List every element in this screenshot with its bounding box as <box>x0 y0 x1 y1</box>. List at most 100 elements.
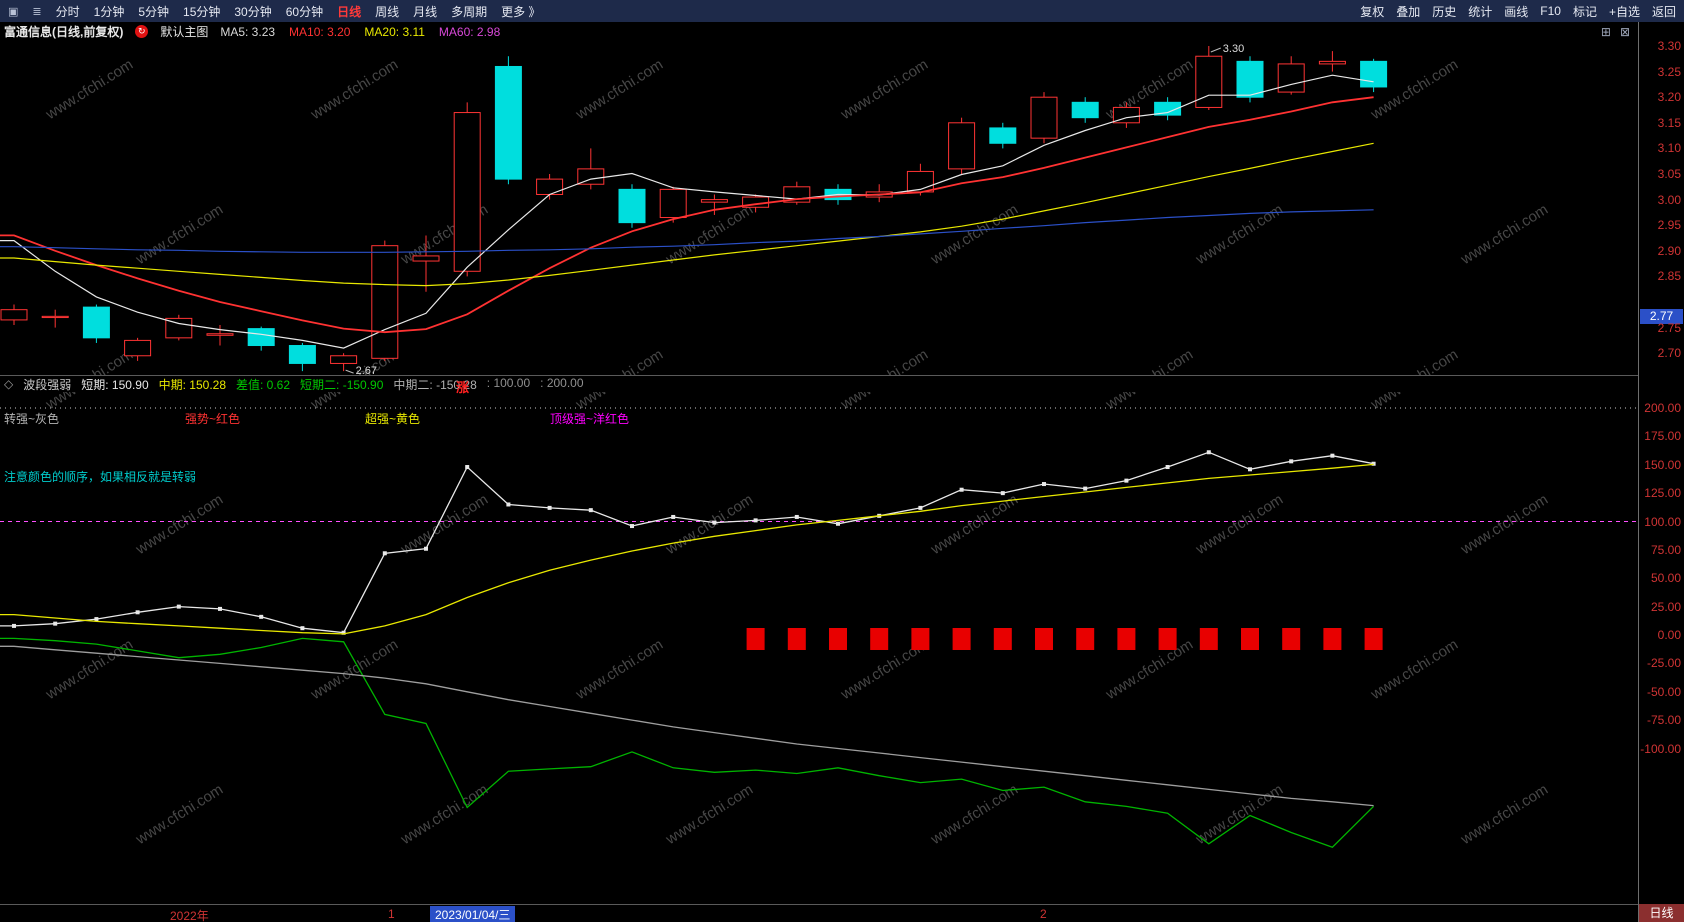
main-chart-style-label[interactable]: 默认主图 <box>160 25 209 39</box>
indicator-panel[interactable]: 注意颜色的顺序，如果相反就是转弱 转强~灰色 强势~红色 超强~黄色 顶级强~洋红色 <box>0 392 1638 904</box>
ma-line-MA10 <box>0 96 1374 334</box>
price-axis-label: 3.20 <box>1657 90 1681 105</box>
ma-lines <box>0 74 1374 349</box>
indicator-value: 差值: 0.62 <box>236 377 291 392</box>
indicator-axis-label: 175.00 <box>1644 429 1681 444</box>
indicator-axis-label: 125.00 <box>1644 486 1681 501</box>
candles <box>0 46 1388 372</box>
ma-line-MA60 <box>0 209 1374 253</box>
toolbar-item[interactable]: 复权 <box>1360 4 1385 19</box>
toolbar-item[interactable]: 30分钟 <box>234 4 272 19</box>
indicator-chart <box>0 407 1638 848</box>
toolbar-left-group: ▣ ≣ 分时 1分钟 5分钟 15分钟 30分钟 60分钟 日线 周线 月线 多周期 更多 》 <box>8 3 541 20</box>
pane-icon-group: ⊞ ⊠ <box>1601 25 1638 39</box>
toolbar-item[interactable]: 日线 <box>337 4 362 19</box>
indicator-axis-label: 50.00 <box>1650 571 1681 586</box>
stock-title: 富通信息(日线,前复权) <box>4 25 124 39</box>
indicator-axis-label: 75.00 <box>1650 542 1681 557</box>
low-price-annotation: 2.67 <box>356 365 377 377</box>
chart-area: www.cfchi.com www.cfchi.com www.cfchi.com w… <box>0 22 1638 922</box>
time-axis-label: 1 <box>388 907 395 921</box>
toolbar-item[interactable]: 15分钟 <box>183 4 221 19</box>
top-toolbar: ▣ ≣ 分时 1分钟 5分钟 15分钟 30分钟 60分钟 日线 周线 月线 多周期 更多 》 复权… <box>0 0 1684 22</box>
price-axis-label: 2.70 <box>1657 346 1681 361</box>
indicator-value: 中期: 150.28 <box>158 377 226 392</box>
toolbar-item[interactable]: 周线 <box>375 4 400 19</box>
current-price-tag: 2.77 <box>1640 309 1683 325</box>
price-axis-label: 2.95 <box>1657 218 1681 233</box>
indicator-header: ◇ 波段强弱 短期: 150.90 中期: 150.28 差值: 0.62 短期二: … <box>0 376 1638 395</box>
price-axis-label: 3.30 <box>1657 39 1681 53</box>
toolbar-item[interactable]: 统计 <box>1468 4 1493 19</box>
indicator-values: 短期: 150.90 中期: 150.28 差值: 0.62 短期二: -150.90… <box>81 376 583 393</box>
indicator-collapse-icon[interactable]: ◇ <box>4 377 14 391</box>
indicator-line-短期二 <box>0 637 1375 848</box>
indicator-axis-label: -50.00 <box>1646 684 1681 699</box>
indicator-axis-label: 0.00 <box>1657 628 1681 642</box>
toolbar-item[interactable]: 画线 <box>1504 4 1529 19</box>
toolbar-item[interactable]: 叠加 <box>1396 4 1421 19</box>
ma-legend-item: MA10: 3.20 <box>289 24 351 39</box>
toolbar-item[interactable]: 5分钟 <box>138 4 170 19</box>
indicator-value: : 200.00 <box>540 375 584 390</box>
indicator-line-短期 <box>0 451 1374 634</box>
indicator-name[interactable]: 波段强弱 <box>23 377 72 392</box>
strength-label: 强势~红色 <box>185 412 241 426</box>
toolbar-item[interactable]: 月线 <box>413 4 438 19</box>
price-axis-label: 3.15 <box>1657 115 1681 130</box>
period-label[interactable]: 日线 <box>1639 904 1684 922</box>
toolbar-item[interactable]: 更多 》 <box>501 4 541 19</box>
price-axis-label: 3.25 <box>1657 64 1681 79</box>
main-chart-settings-icon[interactable]: ↻ <box>135 25 149 38</box>
time-axis-label: 2022年 <box>170 909 209 922</box>
toolbar-item[interactable]: 1分钟 <box>93 4 125 19</box>
toolbar-item[interactable]: 分时 <box>55 4 80 19</box>
ma-legend-item: MA60: 2.98 <box>438 24 501 39</box>
indicator-axis-label: -100.00 <box>1640 741 1681 756</box>
price-axis-label: 3.00 <box>1657 192 1681 207</box>
indicator-value: 短期: 150.90 <box>81 377 149 392</box>
indicator-axis-label: 25.00 <box>1650 599 1681 614</box>
indicator-axis-label: 150.00 <box>1644 457 1681 472</box>
toolbar-item[interactable]: 多周期 <box>451 4 488 19</box>
ma-legend-item: MA5: 3.23 <box>220 24 276 39</box>
ma-line-MA5 <box>0 74 1374 349</box>
price-axis-label: 2.85 <box>1657 269 1681 284</box>
toolbar-right-items: 复权 叠加 历史 统计 画线 F10 标记 +自选 返回 <box>1360 3 1676 20</box>
signal-squares <box>746 628 1383 650</box>
toolbar-item[interactable]: 返回 <box>1651 4 1676 19</box>
price-axis-label: 2.75 <box>1657 320 1681 335</box>
indicator-axis-label: -75.00 <box>1646 713 1681 728</box>
price-axis-label: 3.10 <box>1657 141 1681 156</box>
indicator-axis-label: 200.00 <box>1644 401 1681 415</box>
terminal-icon[interactable]: ▣ <box>8 5 19 18</box>
price-axis-column: 2.77 日线 3.30 3.25 3.20 3.15 3.10 3.05 3.00 2.95… <box>1638 22 1684 922</box>
indicator-value: 中期二: -150.28 <box>393 377 477 392</box>
pane-expand-icon[interactable]: ⊞ <box>1600 24 1611 39</box>
high-price-annotation: 3.30 <box>1223 43 1244 55</box>
ma-line-MA20 <box>0 142 1374 287</box>
indicator-value: : 100.00 <box>486 375 531 390</box>
chart-title-bar: 富通信息(日线,前复权) ↻ 默认主图 MA5: 3.23 MA10: 3.20 M… <box>0 22 1638 41</box>
main-chart[interactable]: 3.30 2.67 <box>0 41 1638 377</box>
strength-label: 转强~灰色 <box>4 412 60 426</box>
indicator-axis-label: 100.00 <box>1644 514 1681 529</box>
toolbar-item[interactable]: 标记 <box>1572 4 1597 19</box>
strength-label: 超强~黄色 <box>365 412 421 426</box>
toolbar-item[interactable]: 历史 <box>1432 4 1457 19</box>
toolbar-left-items: 分时 1分钟 5分钟 15分钟 30分钟 60分钟 日线 周线 月线 多周期 更多 》 <box>56 3 541 20</box>
indicator-axis-label: -25.00 <box>1646 656 1681 671</box>
cursor-date-label: 2023/01/04/三 <box>430 906 516 922</box>
pane-close-icon[interactable]: ⊠ <box>1619 24 1630 39</box>
toolbar-item[interactable]: 60分钟 <box>285 4 324 19</box>
limit-up-marker: 涨 <box>456 380 470 395</box>
toolbar-item[interactable]: +自选 <box>1608 4 1640 19</box>
candlestick-chart: 3.30 2.67 <box>0 43 1388 377</box>
list-icon[interactable]: ≣ <box>32 5 42 18</box>
time-axis-bar: 2022年 1 2023/01/04/三 2 <box>0 904 1638 922</box>
indicator-line-中期 <box>0 463 1374 635</box>
ma-legend: MA5: 3.23 MA10: 3.20 MA20: 3.11 MA60: 2.98 <box>220 25 500 39</box>
indicator-value: 短期二: -150.90 <box>300 377 384 392</box>
toolbar-item[interactable]: F10 <box>1540 4 1561 18</box>
